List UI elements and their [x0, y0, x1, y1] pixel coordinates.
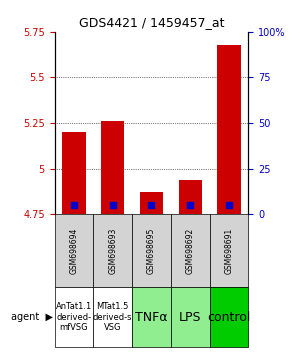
- Text: GSM698692: GSM698692: [186, 228, 195, 274]
- FancyBboxPatch shape: [171, 287, 210, 347]
- FancyBboxPatch shape: [171, 214, 210, 287]
- Text: MTat1.5
derived-s
VSG: MTat1.5 derived-s VSG: [93, 302, 132, 332]
- Text: GSM698693: GSM698693: [108, 228, 117, 274]
- Point: [110, 202, 115, 208]
- Text: agent  ▶: agent ▶: [11, 312, 53, 322]
- Title: GDS4421 / 1459457_at: GDS4421 / 1459457_at: [79, 16, 224, 29]
- Point: [72, 202, 76, 208]
- Point: [227, 202, 231, 207]
- Bar: [62, 132, 85, 214]
- Text: GSM698695: GSM698695: [147, 228, 156, 274]
- Point: [188, 202, 193, 208]
- Text: GSM698694: GSM698694: [69, 228, 78, 274]
- Text: LPS: LPS: [179, 310, 201, 324]
- Text: AnTat1.1
derived-
mfVSG: AnTat1.1 derived- mfVSG: [56, 302, 92, 332]
- Text: GSM698691: GSM698691: [225, 228, 234, 274]
- Bar: [101, 121, 124, 214]
- FancyBboxPatch shape: [93, 287, 132, 347]
- FancyBboxPatch shape: [132, 287, 171, 347]
- Point: [149, 202, 154, 208]
- Bar: [218, 45, 241, 214]
- FancyBboxPatch shape: [132, 214, 171, 287]
- FancyBboxPatch shape: [55, 287, 93, 347]
- FancyBboxPatch shape: [93, 214, 132, 287]
- Text: control: control: [207, 310, 251, 324]
- FancyBboxPatch shape: [55, 214, 93, 287]
- Bar: [140, 192, 163, 214]
- Text: TNFα: TNFα: [135, 310, 168, 324]
- FancyBboxPatch shape: [210, 287, 248, 347]
- FancyBboxPatch shape: [210, 214, 248, 287]
- Bar: [179, 179, 202, 214]
